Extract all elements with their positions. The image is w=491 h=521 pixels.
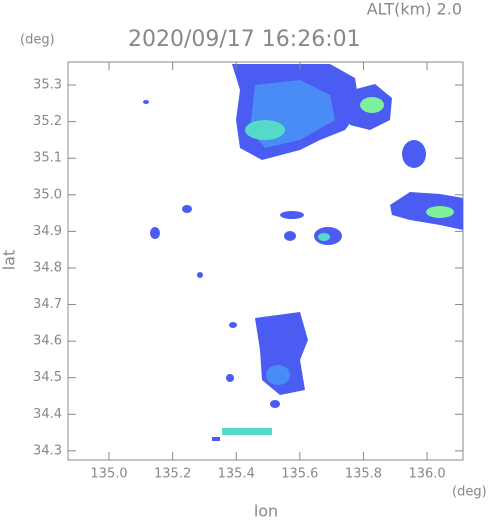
y-unit: (deg): [20, 33, 55, 48]
echo: [270, 400, 280, 408]
echo: [245, 120, 285, 140]
echo: [222, 428, 272, 435]
title: 2020/09/17 16:26:01: [128, 27, 361, 52]
echo: [229, 322, 237, 328]
x-tick-label: 135.2: [154, 467, 191, 482]
y-tick-label: 34.5: [33, 370, 62, 385]
echo: [197, 272, 203, 278]
y-label: lat: [0, 250, 19, 271]
echo: [402, 140, 426, 168]
y-tick-label: 34.6: [33, 334, 62, 349]
y-tick-label: 35.3: [33, 78, 62, 93]
echo: [150, 227, 160, 239]
y-tick-label: 34.9: [33, 224, 62, 239]
x-tick-label: 135.4: [218, 467, 255, 482]
y-tick-label: 35.2: [33, 114, 62, 129]
plot-frame: [67, 61, 464, 461]
echo: [212, 437, 220, 441]
echo: [143, 100, 149, 104]
echo: [266, 365, 290, 385]
y-tick-label: 34.4: [33, 407, 62, 422]
x-tick-label: 135.6: [281, 467, 318, 482]
x-tick-label: 135.8: [345, 467, 382, 482]
echo: [226, 374, 234, 382]
y-tick-label: 34.7: [33, 297, 62, 312]
radar-echoes: [143, 64, 463, 441]
echo: [426, 206, 454, 218]
x-unit: (deg): [452, 485, 487, 500]
x-tick-label: 135.0: [90, 467, 127, 482]
echo: [360, 97, 384, 113]
echo: [318, 233, 330, 241]
echo: [280, 211, 304, 219]
echo: [284, 231, 296, 241]
altitude-label: ALT(km) 2.0: [367, 0, 462, 19]
y-tick-label: 35.1: [33, 151, 62, 166]
echo: [182, 205, 192, 213]
x-tick-label: 136.0: [408, 467, 445, 482]
x-label: lon: [254, 502, 278, 521]
y-tick-label: 35.0: [33, 187, 62, 202]
y-tick-label: 34.8: [33, 260, 62, 275]
y-tick-label: 34.3: [33, 443, 62, 458]
